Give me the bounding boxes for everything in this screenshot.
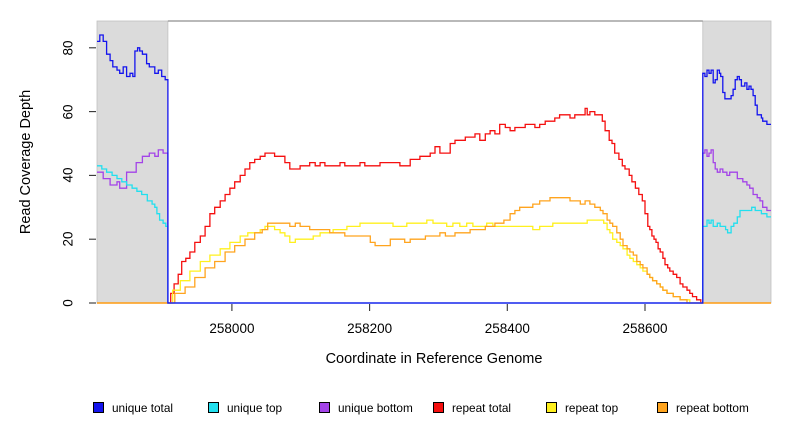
y-tick-label: 20 (60, 231, 76, 247)
y-tick-label: 80 (60, 40, 76, 56)
series-line-unique-bottom (97, 149, 771, 304)
series-line-unique-total (97, 34, 771, 304)
y-tick-label: 40 (60, 167, 76, 183)
x-tick-label: 258200 (347, 321, 393, 336)
shaded-flank-region (96, 20, 169, 304)
y-axis-title: Read Coverage Depth (18, 89, 34, 235)
series-line-repeat-total (97, 107, 771, 304)
x-tick-label: 258000 (209, 321, 255, 336)
x-tick-label: 258600 (622, 321, 668, 336)
y-tick-label: 60 (60, 104, 76, 120)
x-axis-title: Coordinate in Reference Genome (325, 351, 543, 367)
series-line-repeat-bottom (97, 197, 771, 304)
series-line-unique-top (97, 165, 771, 304)
x-tick-label: 258400 (484, 321, 530, 336)
y-tick-label: 0 (60, 299, 76, 307)
series-line-repeat-top (97, 219, 771, 304)
